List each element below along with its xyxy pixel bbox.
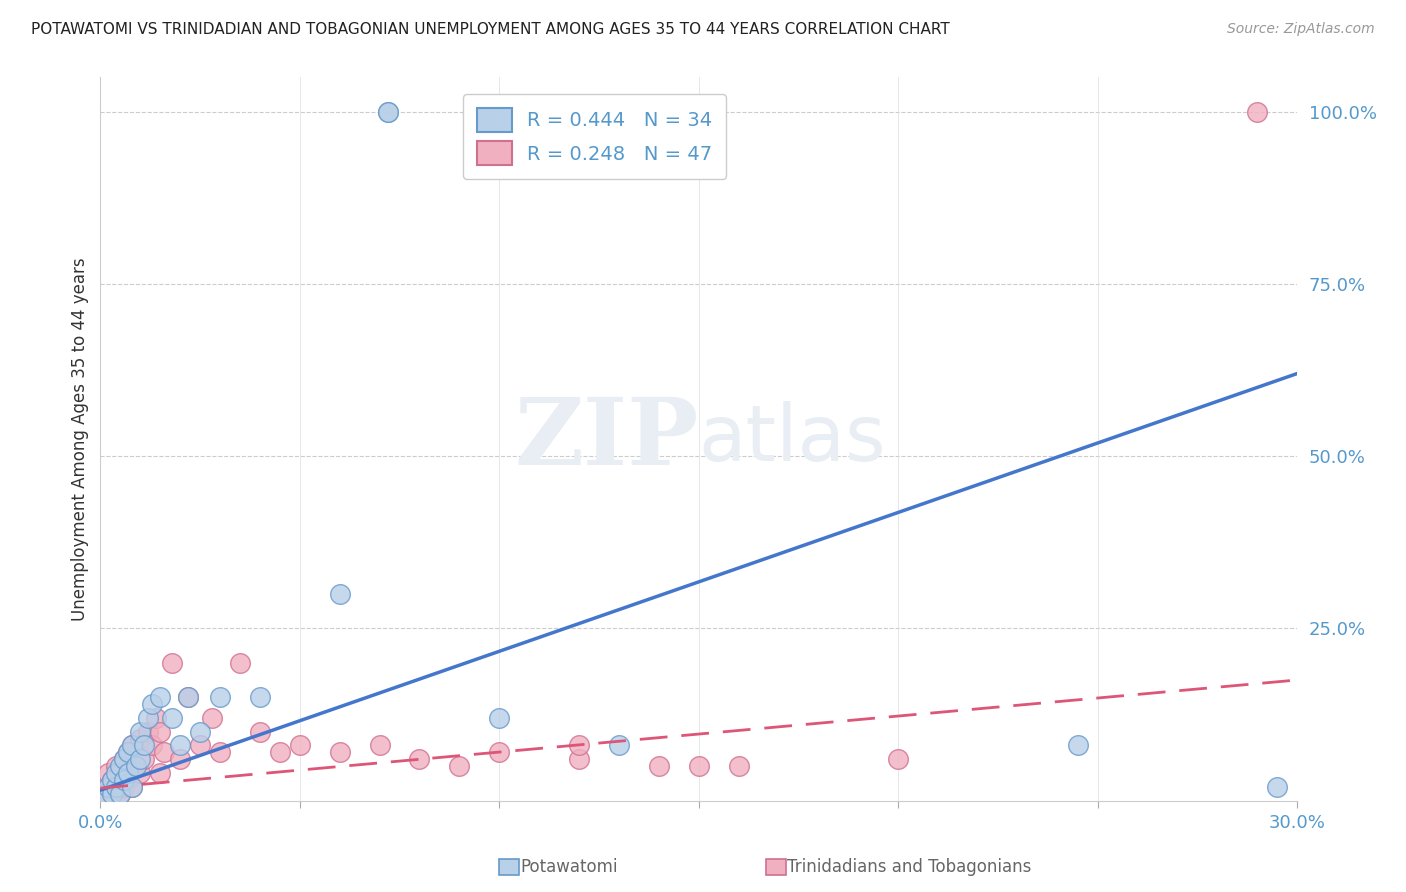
Point — [568, 752, 591, 766]
Point — [125, 759, 148, 773]
Point — [177, 690, 200, 705]
Y-axis label: Unemployment Among Ages 35 to 44 years: Unemployment Among Ages 35 to 44 years — [72, 257, 89, 621]
Point — [105, 780, 128, 794]
Point — [329, 745, 352, 759]
Point — [117, 745, 139, 759]
Point — [110, 759, 132, 773]
Point — [121, 739, 143, 753]
Point — [93, 787, 115, 801]
Point — [121, 739, 143, 753]
Point — [201, 711, 224, 725]
Point — [568, 739, 591, 753]
Text: Potawatomi: Potawatomi — [520, 858, 617, 876]
Point — [887, 752, 910, 766]
Text: Trinidadians and Tobagonians: Trinidadians and Tobagonians — [787, 858, 1032, 876]
Point — [105, 766, 128, 780]
Point — [1067, 739, 1090, 753]
Point — [141, 739, 163, 753]
Point — [727, 759, 749, 773]
Point — [136, 711, 159, 725]
Point — [149, 724, 172, 739]
Point — [160, 656, 183, 670]
Point — [160, 711, 183, 725]
Point — [188, 739, 211, 753]
Point — [288, 739, 311, 753]
Point — [105, 780, 128, 794]
Point — [117, 745, 139, 759]
Point — [229, 656, 252, 670]
Point — [112, 752, 135, 766]
Point — [121, 780, 143, 794]
Point — [112, 780, 135, 794]
Point — [101, 787, 124, 801]
Point — [249, 690, 271, 705]
Point — [97, 766, 120, 780]
Point — [129, 752, 152, 766]
Point — [112, 752, 135, 766]
Point — [121, 780, 143, 794]
Point — [141, 697, 163, 711]
Point — [105, 759, 128, 773]
Point — [377, 104, 399, 119]
Point — [97, 780, 120, 794]
Point — [110, 766, 132, 780]
Point — [97, 780, 120, 794]
Point — [1265, 780, 1288, 794]
Point — [134, 739, 156, 753]
Text: Source: ZipAtlas.com: Source: ZipAtlas.com — [1227, 22, 1375, 37]
Point — [129, 731, 152, 746]
Point — [169, 739, 191, 753]
Point — [112, 772, 135, 787]
Point — [488, 745, 510, 759]
Point — [149, 690, 172, 705]
Point — [129, 766, 152, 780]
Point — [188, 724, 211, 739]
Point — [101, 772, 124, 787]
Point — [149, 766, 172, 780]
Legend: R = 0.444   N = 34, R = 0.248   N = 47: R = 0.444 N = 34, R = 0.248 N = 47 — [463, 95, 725, 178]
Text: POTAWATOMI VS TRINIDADIAN AND TOBAGONIAN UNEMPLOYMENT AMONG AGES 35 TO 44 YEARS : POTAWATOMI VS TRINIDADIAN AND TOBAGONIAN… — [31, 22, 949, 37]
Point — [269, 745, 291, 759]
Text: atlas: atlas — [699, 401, 886, 477]
Point — [117, 766, 139, 780]
Point — [129, 724, 152, 739]
Point — [169, 752, 191, 766]
Point — [101, 787, 124, 801]
Point — [117, 772, 139, 787]
Point — [377, 104, 399, 119]
Point — [136, 724, 159, 739]
Point — [208, 745, 231, 759]
Point — [110, 787, 132, 801]
Point — [688, 759, 710, 773]
Point — [110, 787, 132, 801]
Point — [408, 752, 430, 766]
Point — [125, 759, 148, 773]
Point — [134, 752, 156, 766]
Point — [329, 587, 352, 601]
Point — [153, 745, 176, 759]
Point — [101, 772, 124, 787]
Point — [607, 739, 630, 753]
Point — [145, 711, 167, 725]
Point — [177, 690, 200, 705]
Text: ZIP: ZIP — [515, 394, 699, 484]
Point — [449, 759, 471, 773]
Point — [1246, 104, 1268, 119]
Point — [249, 724, 271, 739]
Point — [208, 690, 231, 705]
Point — [648, 759, 671, 773]
Point — [488, 711, 510, 725]
Point — [368, 739, 391, 753]
Point — [93, 787, 115, 801]
